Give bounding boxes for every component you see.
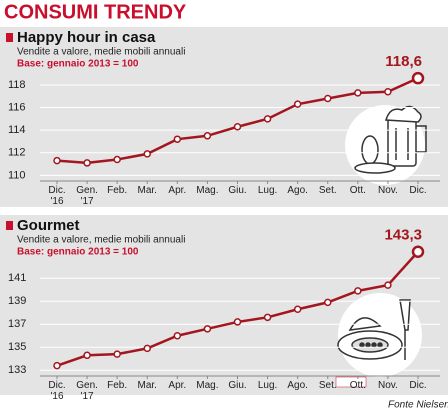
x-tick-label: Feb. bbox=[107, 380, 128, 391]
point bbox=[233, 123, 242, 131]
point bbox=[173, 135, 182, 143]
point bbox=[83, 159, 91, 167]
x-tick-label: Apr. bbox=[168, 380, 187, 391]
y-tick-label: 110 bbox=[8, 169, 26, 181]
value-label: 118,6 bbox=[385, 53, 422, 70]
value-label: 143,3 bbox=[384, 227, 422, 244]
x-tick-label: Feb. bbox=[107, 185, 128, 196]
y-tick-label: 114 bbox=[8, 124, 26, 136]
x-tick-label: Gen. '17 bbox=[76, 185, 98, 207]
note: Base: gennaio 2013 = 100 bbox=[17, 247, 139, 258]
chart-title: Gourmet bbox=[17, 217, 80, 234]
point bbox=[384, 87, 392, 96]
x-tick-label: Mar. bbox=[137, 380, 157, 391]
point bbox=[83, 351, 91, 360]
x-tick-label: Apr. bbox=[168, 185, 187, 196]
x-tick-label: Nov. bbox=[377, 380, 398, 391]
subtitle: Vendite a valore, medie mobili annuali bbox=[17, 47, 185, 58]
point bbox=[324, 298, 332, 307]
x-tick-label: Ago. bbox=[287, 380, 308, 391]
page-title: CONSUMI TRENDY bbox=[4, 1, 187, 23]
y-tick-label: 141 bbox=[8, 272, 26, 284]
x-tick-label: Set. bbox=[318, 380, 337, 391]
x-tick-label: Ago. bbox=[287, 185, 308, 196]
plate-icon bbox=[337, 293, 422, 377]
x-tick-label: Lug. bbox=[257, 380, 278, 391]
x-tick-label: Ott. bbox=[349, 185, 366, 196]
point bbox=[173, 331, 182, 340]
point bbox=[293, 100, 302, 108]
y-tick-label: 116 bbox=[8, 101, 26, 113]
x-tick-label: Giu. bbox=[228, 185, 247, 196]
point bbox=[53, 156, 61, 165]
y-tick-label: 133 bbox=[8, 364, 26, 376]
x-tick-label: Mar. bbox=[137, 185, 157, 196]
point bbox=[113, 350, 121, 358]
y-tick-label: 112 bbox=[8, 147, 26, 159]
marker-square bbox=[6, 33, 13, 42]
marker-square bbox=[6, 221, 13, 230]
point bbox=[143, 150, 151, 158]
point bbox=[233, 318, 242, 326]
x-tick-label: Mag. bbox=[196, 380, 219, 391]
y-tick-label: 118 bbox=[8, 79, 26, 91]
x-tick-label: Dic. '16 bbox=[48, 380, 66, 402]
x-tick-label: Nov. bbox=[377, 185, 398, 196]
logo bbox=[335, 376, 367, 388]
subtitle: Vendite a valore, medie mobili annuali bbox=[17, 235, 185, 246]
x-tick-label: Mag. bbox=[196, 185, 219, 196]
point bbox=[53, 361, 61, 370]
x-tick-label: Dic. bbox=[409, 380, 427, 391]
note: Base: gennaio 2013 = 100 bbox=[17, 59, 139, 70]
y-tick-label: 139 bbox=[8, 295, 26, 307]
source: Fonte Nielsen bbox=[388, 400, 448, 411]
point bbox=[263, 115, 272, 123]
point bbox=[113, 155, 121, 164]
point bbox=[143, 344, 151, 353]
x-tick-label: Lug. bbox=[257, 185, 278, 196]
point bbox=[411, 71, 425, 85]
x-tick-label: Giu. bbox=[228, 380, 247, 391]
point bbox=[293, 305, 302, 314]
y-tick-label: 137 bbox=[8, 318, 26, 330]
x-tick-label: Dic. '16 bbox=[48, 185, 66, 207]
y-tick-label: 135 bbox=[8, 341, 26, 353]
x-tick-label: Set. bbox=[318, 185, 337, 196]
x-tick-label: Dic. bbox=[409, 185, 427, 196]
point bbox=[203, 325, 212, 333]
point bbox=[354, 89, 362, 97]
point bbox=[411, 245, 425, 259]
point bbox=[203, 132, 212, 140]
x-tick-label: Ott. bbox=[349, 380, 366, 391]
point bbox=[324, 94, 332, 103]
point bbox=[263, 313, 272, 322]
point bbox=[354, 287, 362, 295]
chart-title: Happy hour in casa bbox=[17, 29, 156, 46]
point bbox=[384, 281, 392, 289]
x-tick-label: Gen. '17 bbox=[76, 380, 98, 402]
